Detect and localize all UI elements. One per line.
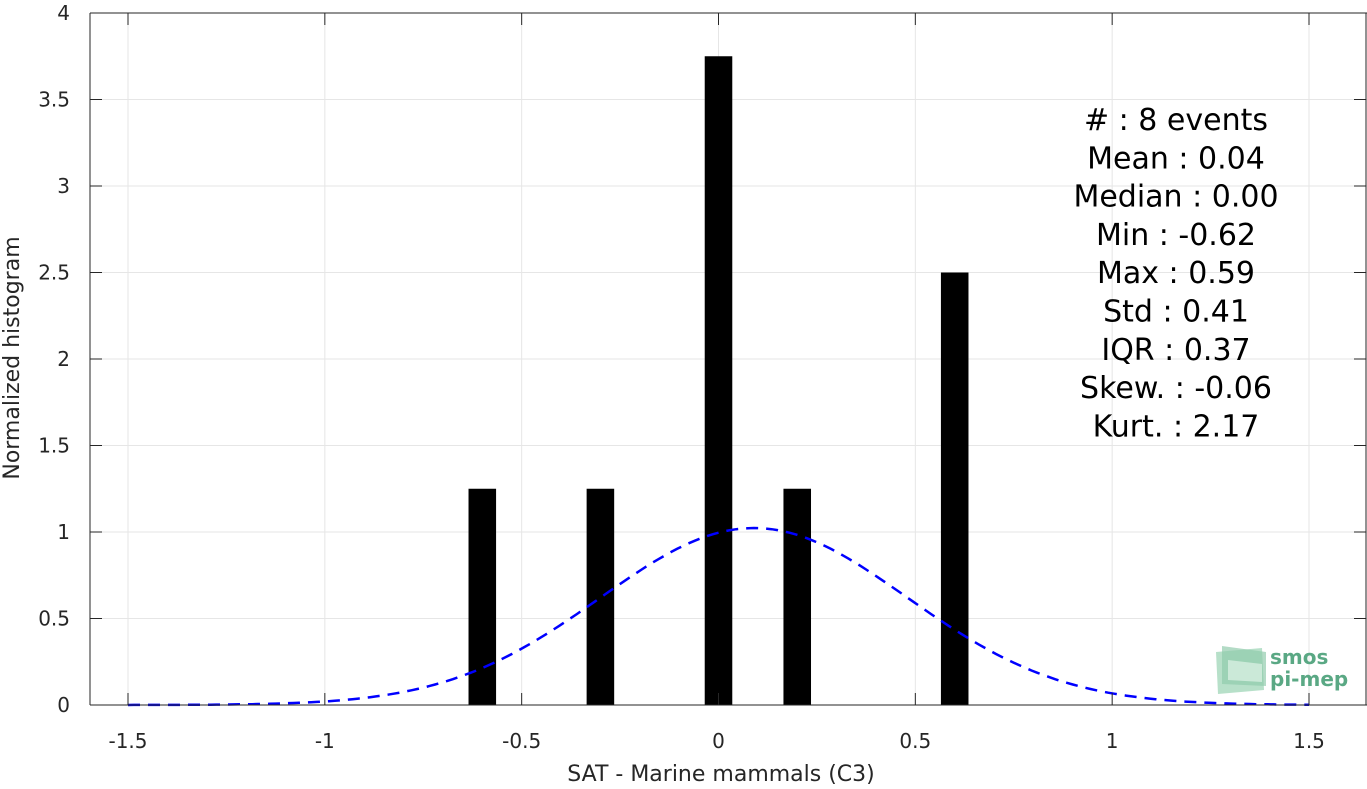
stat-line: Skew. : -0.06 — [1080, 371, 1272, 406]
y-tick-label: 2 — [57, 347, 70, 371]
histogram-bar — [468, 488, 497, 705]
x-tick-label: 1 — [1106, 729, 1119, 753]
stat-line: Std : 0.41 — [1103, 295, 1249, 330]
y-tick-label: 0 — [57, 693, 70, 717]
x-tick-label: -1.5 — [108, 729, 147, 753]
stat-line: # : 8 events — [1084, 103, 1268, 138]
stat-line: Min : -0.62 — [1096, 218, 1256, 253]
x-tick-label: -0.5 — [502, 729, 541, 753]
histogram-bar — [783, 488, 812, 705]
y-tick-label: 1 — [57, 520, 70, 544]
logo-wave-icon — [1216, 646, 1266, 694]
histogram-bar — [586, 488, 615, 705]
histogram-bar — [704, 56, 733, 705]
bars — [468, 56, 969, 705]
smos-pi-mep-logo: smos pi-mep — [1216, 645, 1348, 694]
y-tick-label: 2.5 — [38, 261, 70, 285]
x-tick-label: 1.5 — [1293, 729, 1325, 753]
y-axis-title: Normalized histogram — [0, 236, 25, 479]
y-tick-label: 3 — [57, 174, 70, 198]
stat-line: Mean : 0.04 — [1087, 141, 1265, 176]
y-tick-label: 3.5 — [38, 88, 70, 112]
tick-labels: -1.5 -1 -0.5 0 0.5 1 1.5 0 0.5 1 1.5 2 2.5 3 3.5 4 — [38, 1, 1325, 753]
y-tick-label: 0.5 — [38, 607, 70, 631]
stat-line: Median : 0.00 — [1073, 180, 1278, 215]
stat-line: Kurt. : 2.17 — [1093, 409, 1260, 444]
logo-line-2: pi-mep — [1270, 667, 1348, 691]
y-tick-label: 4 — [57, 1, 70, 25]
x-tick-label: 0 — [712, 729, 725, 753]
x-tick-label: -1 — [315, 729, 335, 753]
axes — [89, 12, 1367, 706]
y-tick-label: 1.5 — [38, 434, 70, 458]
stat-line: IQR : 0.37 — [1101, 333, 1250, 368]
x-axis-title: SAT - Marine mammals (C3) — [567, 762, 875, 785]
logo-line-1: smos — [1270, 645, 1328, 669]
histogram-bar — [940, 272, 969, 705]
stat-line: Max : 0.59 — [1097, 256, 1255, 291]
x-tick-label: 0.5 — [899, 729, 931, 753]
